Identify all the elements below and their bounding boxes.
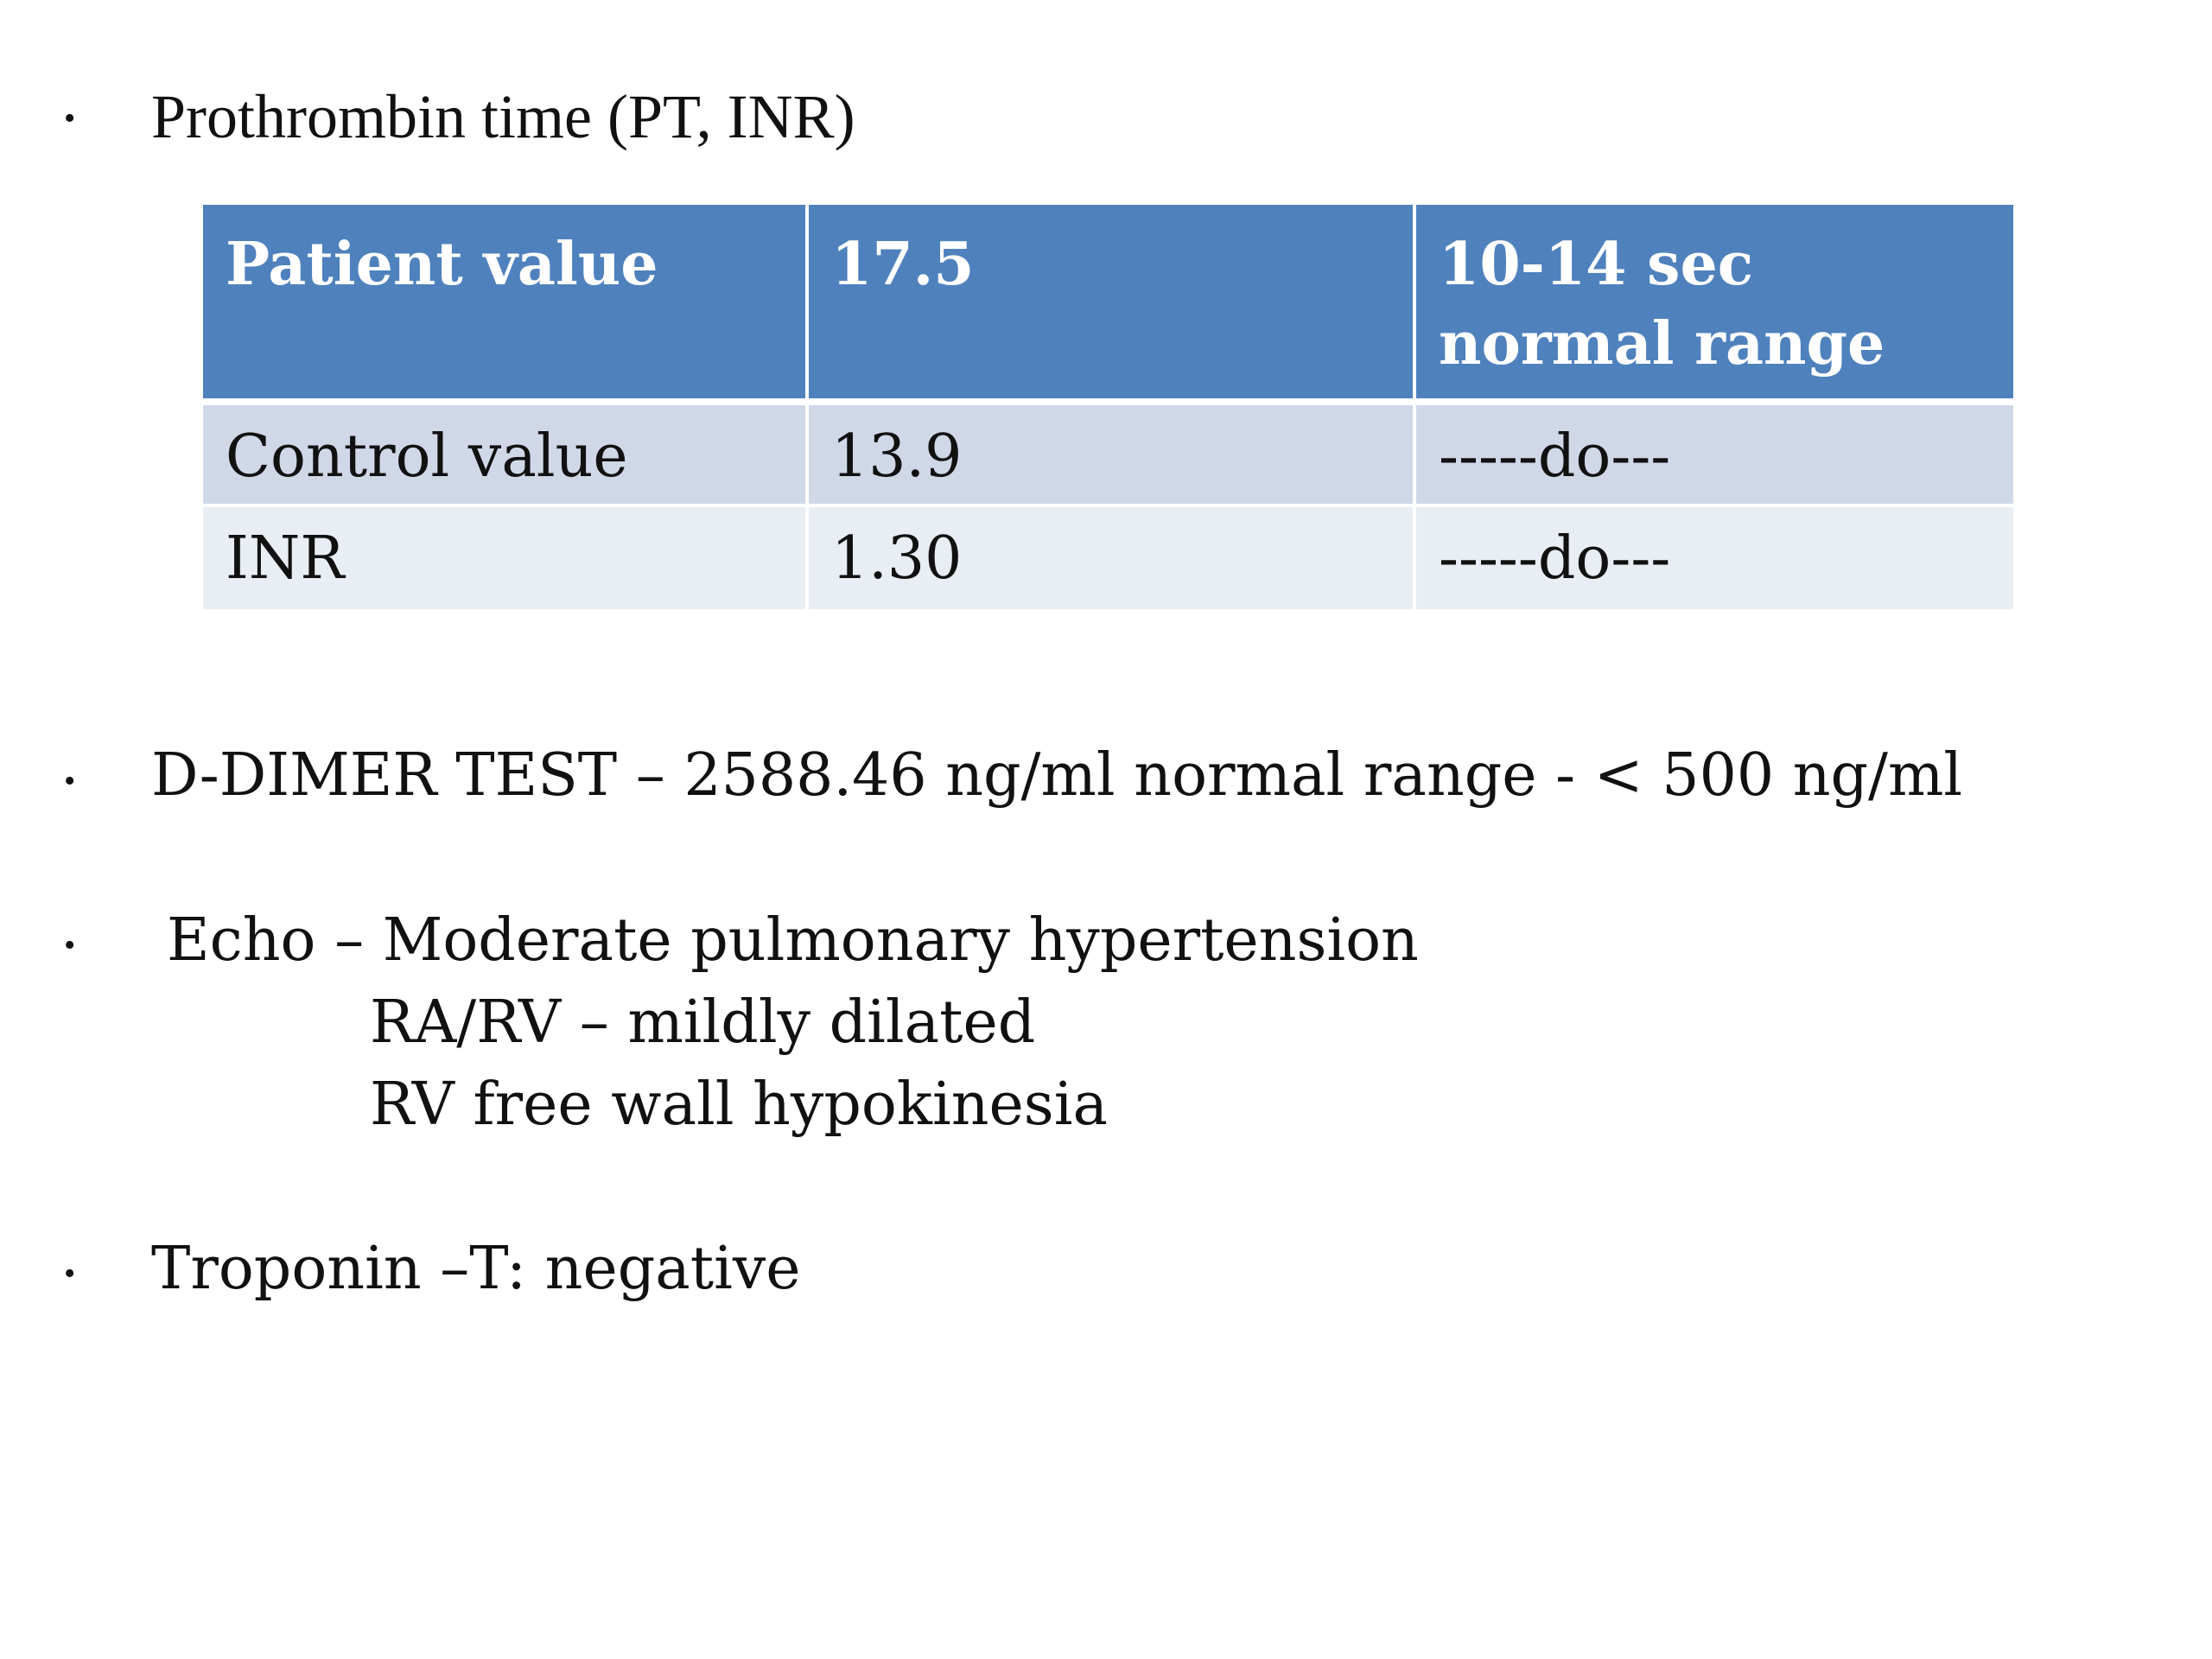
table-row: Control value 13.9 -----do--- <box>203 405 2013 507</box>
table-cell: 1.30 <box>809 507 1416 609</box>
ddimer-text: D-DIMER TEST – 2588.46 ng/ml normal rang… <box>151 741 1963 810</box>
bullet-marker: • <box>64 1255 76 1292</box>
table-cell: 13.9 <box>809 405 1416 507</box>
pt-table: Patient value 17.5 10-14 sec normal rang… <box>203 205 2013 609</box>
table-header-cell: Patient value <box>203 205 809 405</box>
table-cell: INR <box>203 507 809 609</box>
bullet-marker: • <box>64 763 76 799</box>
bullet-marker: • <box>64 100 76 137</box>
table-header-row: Patient value 17.5 10-14 sec normal rang… <box>203 205 2013 405</box>
pt-heading: Prothrombin time (PT, INR) <box>151 82 855 151</box>
table-header-cell: 10-14 sec normal range <box>1416 205 2013 405</box>
echo-line-1: Echo – Moderate pulmonary hypertension <box>167 906 1419 975</box>
table-cell: -----do--- <box>1416 507 2013 609</box>
table-cell: Control value <box>203 405 809 507</box>
echo-line-2: RA/RV – mildly dilated <box>370 988 1036 1057</box>
table-cell: -----do--- <box>1416 405 2013 507</box>
echo-line-3: RV free wall hypokinesia <box>370 1071 1108 1139</box>
table-row: INR 1.30 -----do--- <box>203 507 2013 609</box>
table-header-cell: 17.5 <box>809 205 1416 405</box>
bullet-marker: • <box>64 927 76 963</box>
troponin-text: Troponin –T: negative <box>151 1235 801 1303</box>
